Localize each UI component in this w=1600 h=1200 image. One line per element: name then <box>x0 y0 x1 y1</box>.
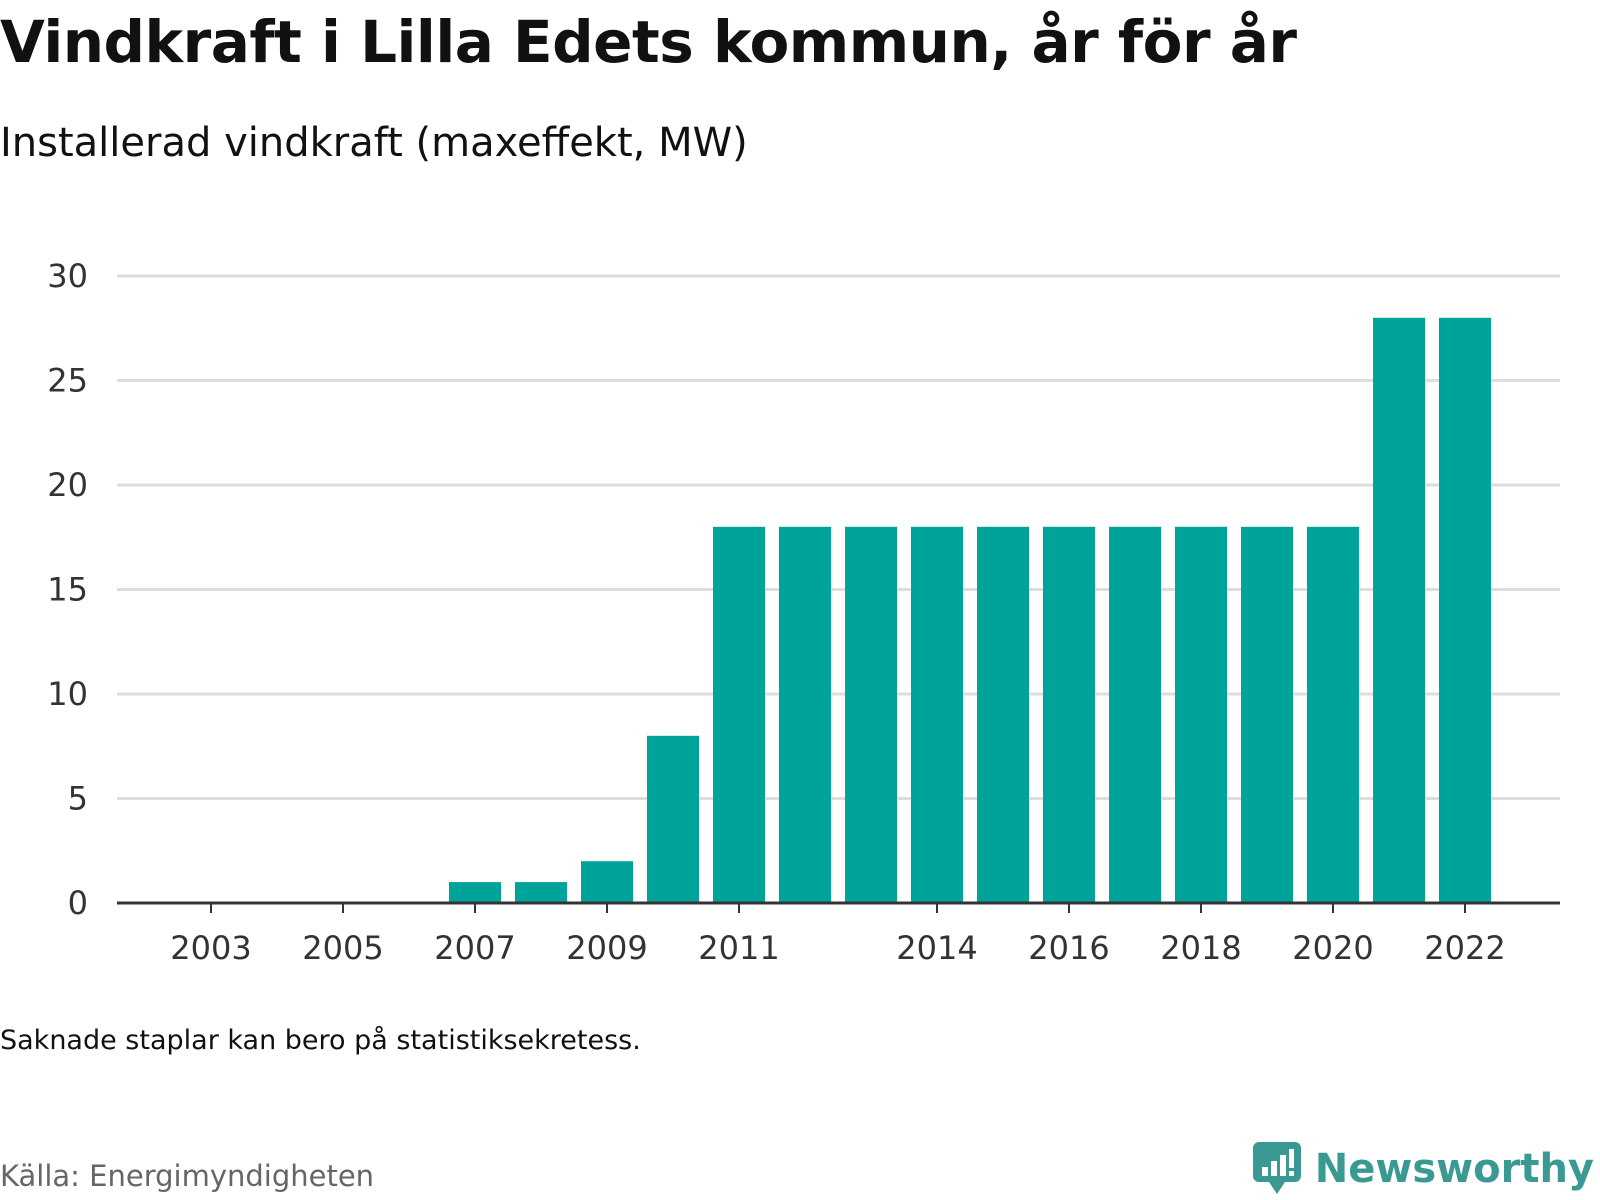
bar-2021 <box>1373 317 1425 903</box>
bar-2010 <box>647 735 699 903</box>
x-axis <box>117 901 1560 913</box>
bar-2014 <box>911 526 963 903</box>
x-tick-label: 2020 <box>1292 929 1373 967</box>
y-tick-label: 5 <box>68 780 88 818</box>
x-tick-label: 2009 <box>566 929 647 967</box>
source-text: Källa: Energimyndigheten <box>0 1159 375 1193</box>
bar-2007 <box>449 882 501 903</box>
bar-2019 <box>1241 526 1293 903</box>
bar-2016 <box>1043 526 1095 903</box>
x-tick-labels: 2003 2005 2007 2009 2011 2014 2016 2018 2020 2022 <box>170 929 1505 967</box>
x-tick-label: 2016 <box>1028 929 1109 967</box>
bar-2015 <box>977 526 1029 903</box>
chart-title: Vindkraft i Lilla Edets kommun, år för å… <box>0 8 1297 76</box>
bar-2011 <box>713 526 765 903</box>
newsworthy-logo-icon <box>1252 1142 1301 1194</box>
bar-2013 <box>845 526 897 903</box>
x-tick-label: 2014 <box>896 929 977 967</box>
bar-2012 <box>779 526 831 903</box>
footnote: Saknade staplar kan bero på statistiksek… <box>0 1025 641 1056</box>
bar-2020 <box>1307 526 1359 903</box>
y-tick-label: 0 <box>68 884 88 922</box>
y-tick-label: 30 <box>47 257 88 295</box>
x-tick-label: 2003 <box>170 929 251 967</box>
x-tick-label: 2007 <box>434 929 515 967</box>
x-tick-label: 2005 <box>302 929 383 967</box>
bar-2018 <box>1175 526 1227 903</box>
y-tick-label: 10 <box>47 675 88 713</box>
x-tick-label: 2022 <box>1424 929 1505 967</box>
bar-2017 <box>1109 526 1161 903</box>
brand-name: Newsworthy <box>1314 1146 1594 1192</box>
y-tick-labels: 0 5 10 15 20 25 30 <box>47 257 88 922</box>
bar-2009 <box>581 861 633 903</box>
bar-2008 <box>515 882 567 903</box>
brand: Newsworthy <box>1251 1140 1594 1198</box>
y-tick-label: 20 <box>47 466 88 504</box>
chart-subtitle: Installerad vindkraft (maxeffekt, MW) <box>0 120 748 166</box>
y-tick-label: 25 <box>47 362 88 400</box>
x-tick-label: 2011 <box>698 929 779 967</box>
bars <box>449 317 1491 903</box>
bar-chart: 0 5 10 15 20 25 30 2003 2005 2007 2009 2011 2014 201… <box>47 257 1560 967</box>
bar-2022 <box>1439 317 1491 903</box>
x-tick-label: 2018 <box>1160 929 1241 967</box>
y-tick-label: 15 <box>47 571 88 609</box>
